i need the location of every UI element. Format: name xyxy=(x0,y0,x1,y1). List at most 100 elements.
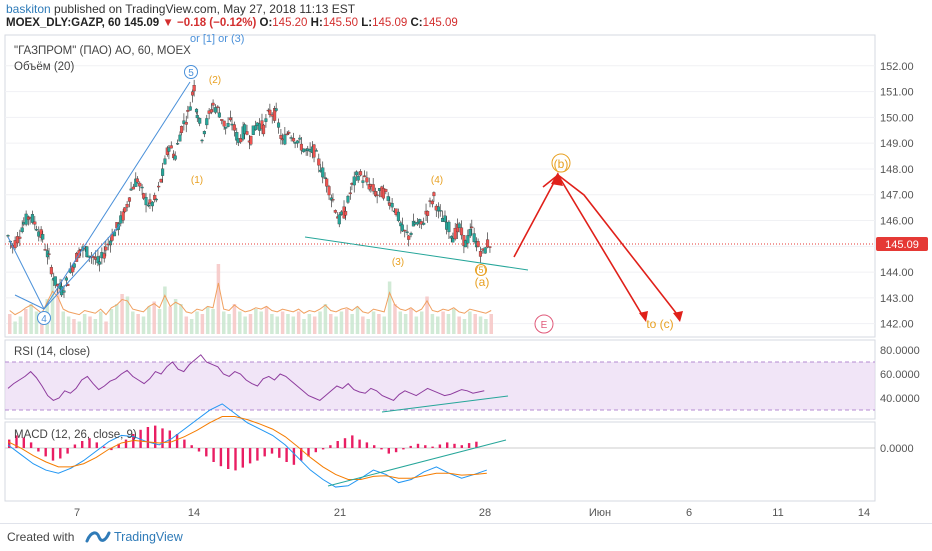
volume-bar xyxy=(216,264,221,334)
candle-body xyxy=(129,188,133,191)
candle-body xyxy=(472,233,476,243)
volume-bar xyxy=(270,314,274,334)
candle-body xyxy=(43,249,47,251)
candle-body xyxy=(64,277,68,281)
candle-body xyxy=(451,237,455,243)
candle-body xyxy=(127,197,132,202)
volume-bar xyxy=(393,304,397,334)
candle-body xyxy=(72,263,76,268)
macd-signal-line xyxy=(7,416,487,480)
candle-body xyxy=(400,224,404,232)
price-panel[interactable] xyxy=(4,34,876,338)
candle-body xyxy=(224,126,228,129)
volume-bar xyxy=(436,316,440,334)
wave-5-orange-circle xyxy=(475,264,487,276)
high-key: H: xyxy=(310,17,323,29)
candle-body xyxy=(235,132,239,141)
volume-bar xyxy=(184,316,189,334)
candle-body xyxy=(148,199,152,204)
candle-body xyxy=(205,118,209,126)
candle-body xyxy=(331,199,335,201)
candle-body xyxy=(146,204,150,207)
candle-body xyxy=(483,247,487,254)
candle-body xyxy=(390,203,394,208)
rsi-axis: 80.0000 60.0000 40.0000 xyxy=(880,345,920,405)
macd-hist-bar xyxy=(424,445,427,448)
publish-info: published on TradingView.com, May 27, 20… xyxy=(54,2,356,16)
price-tick-label: 142.00 xyxy=(880,319,914,331)
macd-hist-bar xyxy=(15,435,18,448)
candle-body xyxy=(254,125,258,131)
price-tick-label: 150.00 xyxy=(880,112,914,124)
candle-body xyxy=(273,108,277,121)
candle-body xyxy=(222,120,226,127)
price-trendline xyxy=(304,236,529,271)
volume-legend: Объём (20) xyxy=(14,61,74,73)
price-tick-label: 144.00 xyxy=(880,267,914,279)
candle-body xyxy=(173,155,177,160)
volume-bar xyxy=(232,304,237,334)
macd-hist-bar xyxy=(81,441,84,448)
candle-body xyxy=(138,182,142,187)
candle-body xyxy=(159,178,163,183)
macd-hist-bar xyxy=(234,448,237,471)
macd-hist-bar xyxy=(431,446,434,448)
low-key: L: xyxy=(361,17,373,29)
wave-corrective-line xyxy=(14,224,121,310)
open-value: 145.20 xyxy=(272,17,308,29)
macd-hist-bar xyxy=(95,442,98,448)
candle-body xyxy=(426,210,430,216)
candle-body xyxy=(362,175,367,177)
candle-body xyxy=(298,137,302,140)
tradingview-brand[interactable]: TradingView xyxy=(114,530,183,544)
candle-body xyxy=(195,115,199,119)
candle-body xyxy=(161,168,165,176)
volume-ma-line xyxy=(9,282,492,316)
volume-bar xyxy=(484,319,488,334)
volume-bar xyxy=(275,316,279,334)
arrow-head-up xyxy=(551,172,563,186)
volume-bar xyxy=(238,311,242,334)
volume-bar xyxy=(441,311,445,334)
macd-hist-bar xyxy=(460,445,463,448)
macd-hist-bar xyxy=(358,439,361,448)
candle-body xyxy=(53,276,57,286)
candle-body xyxy=(188,106,192,111)
macd-hist-bar xyxy=(212,448,215,462)
candle-body xyxy=(279,135,283,139)
volume-bar xyxy=(468,311,472,334)
created-with-text: Created with xyxy=(7,530,75,544)
macd-hist-bar xyxy=(278,448,281,458)
candle-body xyxy=(153,195,157,200)
candle-body xyxy=(30,214,35,223)
volume-bar xyxy=(222,311,226,334)
volume-bar xyxy=(179,304,183,334)
time-tick-label: Июн xyxy=(589,507,611,519)
volume-bar xyxy=(371,311,376,334)
wave-2-label: (2) xyxy=(209,75,221,86)
volume-bar xyxy=(227,314,231,334)
volume-bar xyxy=(8,314,12,334)
candle-body xyxy=(323,177,327,179)
volume-bar xyxy=(163,286,167,334)
volume-bar xyxy=(350,314,354,334)
price-tick-label: 146.00 xyxy=(880,216,914,228)
candle-body xyxy=(348,192,352,195)
macd-panel[interactable] xyxy=(4,421,876,502)
volume-bar xyxy=(109,309,114,334)
chart-canvas[interactable]: 145.09 152.00151.00150.00149.00148.00147… xyxy=(0,0,932,523)
macd-hist-bar xyxy=(51,448,55,461)
candle-body xyxy=(121,211,125,221)
candle-body xyxy=(403,229,407,232)
time-tick-label: 14 xyxy=(188,507,200,519)
volume-bar xyxy=(77,321,82,334)
wave-5-orange-label: (5) xyxy=(476,265,487,275)
volume-bar xyxy=(361,316,365,334)
candle-body xyxy=(125,204,129,208)
candle-body xyxy=(157,185,161,188)
author-name[interactable]: baskiton xyxy=(6,2,51,16)
candle-body xyxy=(268,109,272,115)
candle-body xyxy=(346,195,350,203)
wave-e-label: E xyxy=(541,320,548,331)
volume-bar xyxy=(409,309,413,334)
